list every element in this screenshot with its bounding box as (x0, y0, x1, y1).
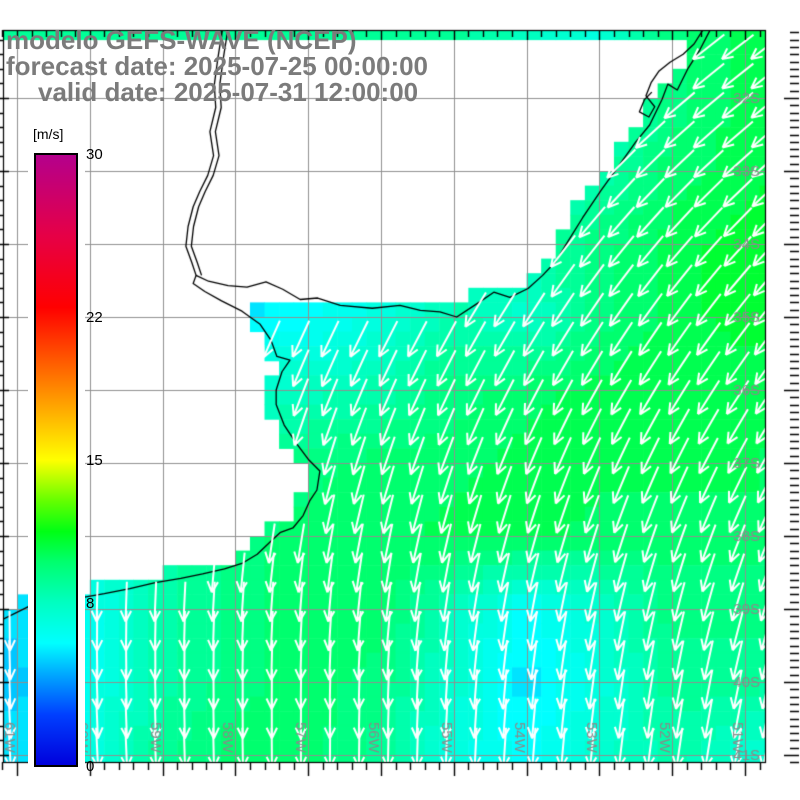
valid-date: valid date: 2025-07-31 12:00:00 (38, 77, 419, 107)
colorbar-tick-label: 8 (86, 594, 95, 612)
colorbar-gradient (34, 153, 78, 767)
colorbar-tick-label: 30 (86, 146, 103, 163)
colorbar-unit-label: [m/s] (33, 126, 64, 142)
model-title: modelo GEFS-WAVE (NCEP) (6, 25, 357, 55)
colorbar-tick-label: 0 (86, 758, 95, 775)
colorbar-tick-label: 15 (86, 452, 103, 469)
forecast-date: forecast date: 2025-07-25 00:00:00 (6, 51, 429, 81)
colorbar-tick-label: 22 (86, 309, 103, 327)
